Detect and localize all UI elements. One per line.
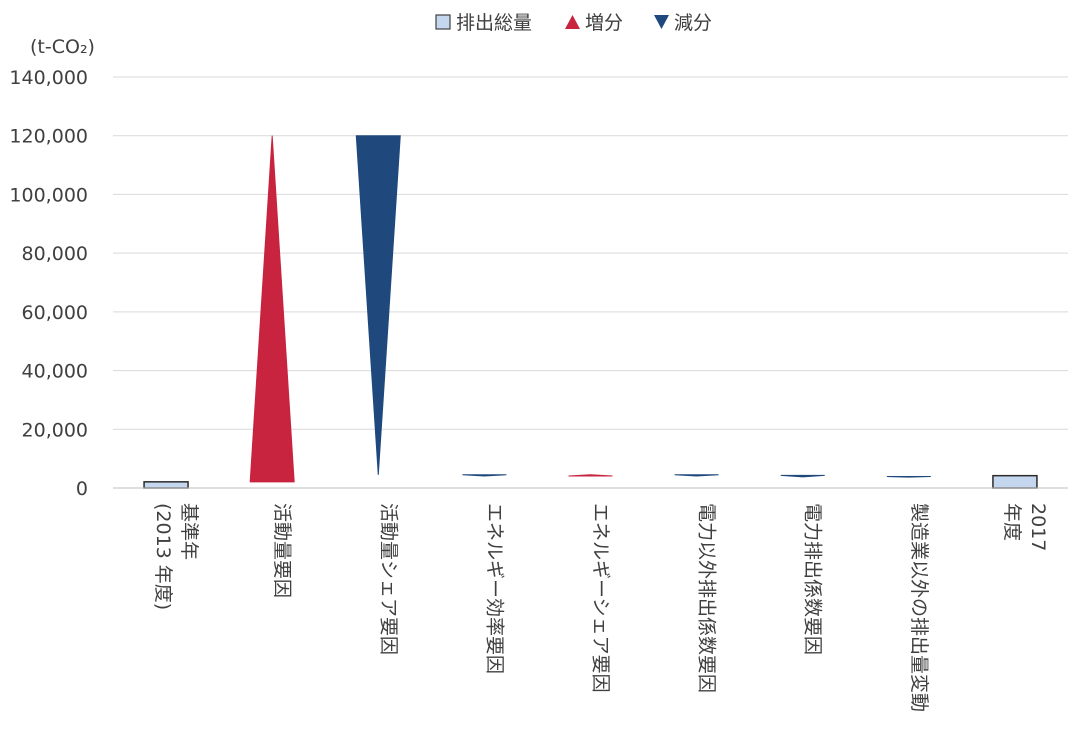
decrease-triangle	[674, 474, 719, 477]
category-label: 活動量シェア要因	[377, 503, 399, 655]
decrease-triangle	[886, 476, 931, 478]
y-tick-label: 100,000	[9, 184, 88, 206]
bars	[143, 135, 1038, 489]
legend-item: 減分	[654, 12, 712, 34]
x-axis-category-labels: 基準年(2013 年度) 活動量要因 活動量シェア要因 エネルギー効率要因 エネルギーシ…	[152, 503, 1049, 712]
increase-triangle	[568, 474, 613, 477]
category-label: エネルギーシェア要因	[590, 503, 612, 693]
legend-square-icon	[435, 14, 451, 30]
category-label: 製造業以外の排出量変動	[908, 503, 930, 712]
category-label: エネルギー効率要因	[483, 503, 505, 674]
y-tick-label: 80,000	[22, 243, 88, 265]
legend-triangle-down-icon	[654, 15, 669, 29]
legend-item: 増分	[565, 12, 623, 34]
increase-triangle	[249, 135, 295, 483]
legend-label: 増分	[585, 12, 623, 34]
decrease-triangle	[355, 135, 401, 475]
category-label: 電力排出係数要因	[802, 503, 824, 655]
category-label: (2013 年度)	[152, 503, 174, 610]
y-tick-label: 120,000	[9, 126, 88, 148]
y-tick-label: 60,000	[22, 302, 88, 324]
total-bar	[992, 474, 1038, 489]
total-bar	[143, 481, 189, 489]
category-label: 2017	[1027, 503, 1049, 551]
category-label: 活動量要因	[271, 503, 293, 598]
legend-label: 排出総量	[456, 12, 532, 34]
legend-item: 排出総量	[435, 12, 532, 34]
decrease-triangle	[780, 474, 825, 478]
y-tick-label: 40,000	[22, 361, 88, 383]
gridlines	[113, 76, 1068, 430]
legend-label: 減分	[674, 12, 712, 34]
legend-triangle-up-icon	[565, 15, 580, 29]
category-label: 基準年	[178, 503, 200, 560]
y-axis-tick-labels: 0 20,000 40,000 60,000 80,000 100,000 120,000 1…	[9, 67, 88, 500]
category-label: 年度	[1001, 503, 1023, 541]
y-axis-unit-label: (t-CO₂)	[30, 36, 95, 58]
legend: 排出総量 増分 減分	[435, 12, 712, 34]
decrease-triangle	[462, 474, 507, 477]
y-tick-label: 20,000	[22, 419, 88, 441]
y-tick-label: 0	[76, 478, 88, 500]
y-tick-label: 140,000	[9, 67, 88, 89]
category-label: 電力以外排出係数要因	[696, 503, 718, 693]
